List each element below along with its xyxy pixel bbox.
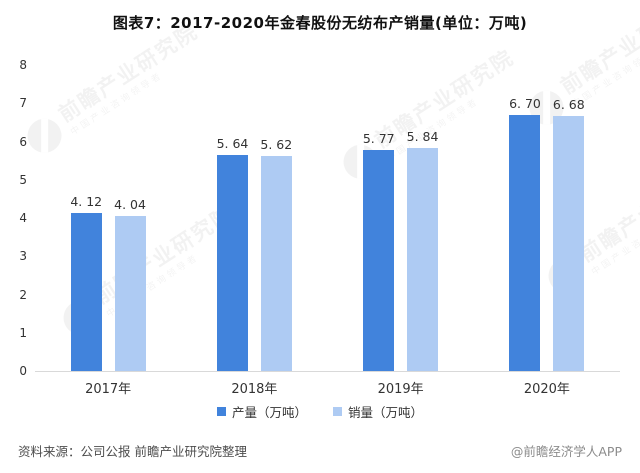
bar-column: 5. 77: [363, 131, 395, 371]
bar: [216, 155, 248, 371]
bar-value-label: 4. 04: [114, 197, 146, 213]
y-tick-label: 1: [19, 325, 27, 340]
legend-label: 产量（万吨）: [231, 405, 307, 420]
x-axis-labels: 2017年 2018年 2019年 2020年: [35, 378, 620, 397]
bar-column: 4. 04: [114, 197, 146, 371]
legend-label: 销量（万吨）: [348, 405, 424, 420]
bar-group: 5. 64 5. 62: [181, 65, 327, 371]
bar-value-label: 6. 70: [509, 95, 541, 111]
legend-marker-icon: [333, 407, 342, 416]
y-tick-label: 2: [19, 287, 27, 302]
bar-groups: 4. 12 4. 04 5. 64 5. 62 5. 77 5. 84 6. 70 6. 68: [35, 65, 620, 371]
bar-column: 5. 62: [260, 137, 292, 371]
bar: [260, 156, 292, 371]
legend-item: 产量（万吨）: [216, 402, 307, 421]
x-axis-label: 2019年: [377, 382, 424, 397]
plot-area: 0 1 2 3 4 5 6 7 8 4. 12 4. 04 5. 64 5. 62 5. 77 5. 84…: [19, 58, 620, 397]
legend-marker-icon: [216, 407, 226, 416]
bar-group: 4. 12 4. 04: [35, 65, 181, 371]
y-tick-label: 8: [19, 58, 27, 72]
y-tick-label: 3: [19, 249, 27, 264]
bar-column: 6. 70: [509, 96, 541, 371]
bar-value-label: 5. 64: [216, 136, 249, 152]
x-axis-label: 2018年: [231, 382, 278, 397]
bar-value-label: 5. 62: [260, 137, 293, 153]
chart-title: 图表7：2017-2020年金春股份无纺布产销量(单位：万吨): [112, 14, 528, 32]
bar-value-label: 6. 68: [552, 96, 585, 112]
bar: [70, 213, 102, 371]
bar-column: 6. 68: [552, 96, 585, 371]
bar: [363, 150, 395, 371]
x-axis-label: 2017年: [85, 382, 132, 397]
bar-column: 5. 84: [406, 128, 439, 371]
bar: [407, 147, 439, 371]
y-tick-label: 0: [19, 364, 27, 378]
bar: [553, 115, 585, 371]
bar: [509, 114, 541, 371]
credit-note: @前瞻经济学人APP: [510, 444, 622, 459]
bar-column: 4. 12: [70, 194, 102, 371]
bar-group: 6. 70 6. 68: [474, 65, 620, 371]
legend: 产量（万吨） 销量（万吨）: [0, 402, 640, 421]
y-tick-label: 5: [19, 172, 27, 187]
x-axis-label: 2020年: [523, 382, 570, 397]
bar-value-label: 5. 77: [362, 131, 395, 147]
bar: [114, 216, 146, 371]
bar-value-label: 5. 84: [406, 128, 439, 144]
y-tick-label: 7: [19, 96, 27, 111]
y-tick-label: 4: [19, 211, 27, 225]
source-note: 资料来源：公司公报 前瞻产业研究院整理: [18, 444, 247, 459]
bar-value-label: 4. 12: [70, 194, 103, 210]
y-tick-label: 6: [19, 134, 27, 149]
legend-item: 销量（万吨）: [333, 402, 423, 421]
bar-group: 5. 77 5. 84: [328, 65, 474, 371]
footer: 资料来源：公司公报 前瞻产业研究院整理 @前瞻经济学人APP: [18, 441, 622, 460]
bar-column: 5. 64: [216, 136, 249, 371]
